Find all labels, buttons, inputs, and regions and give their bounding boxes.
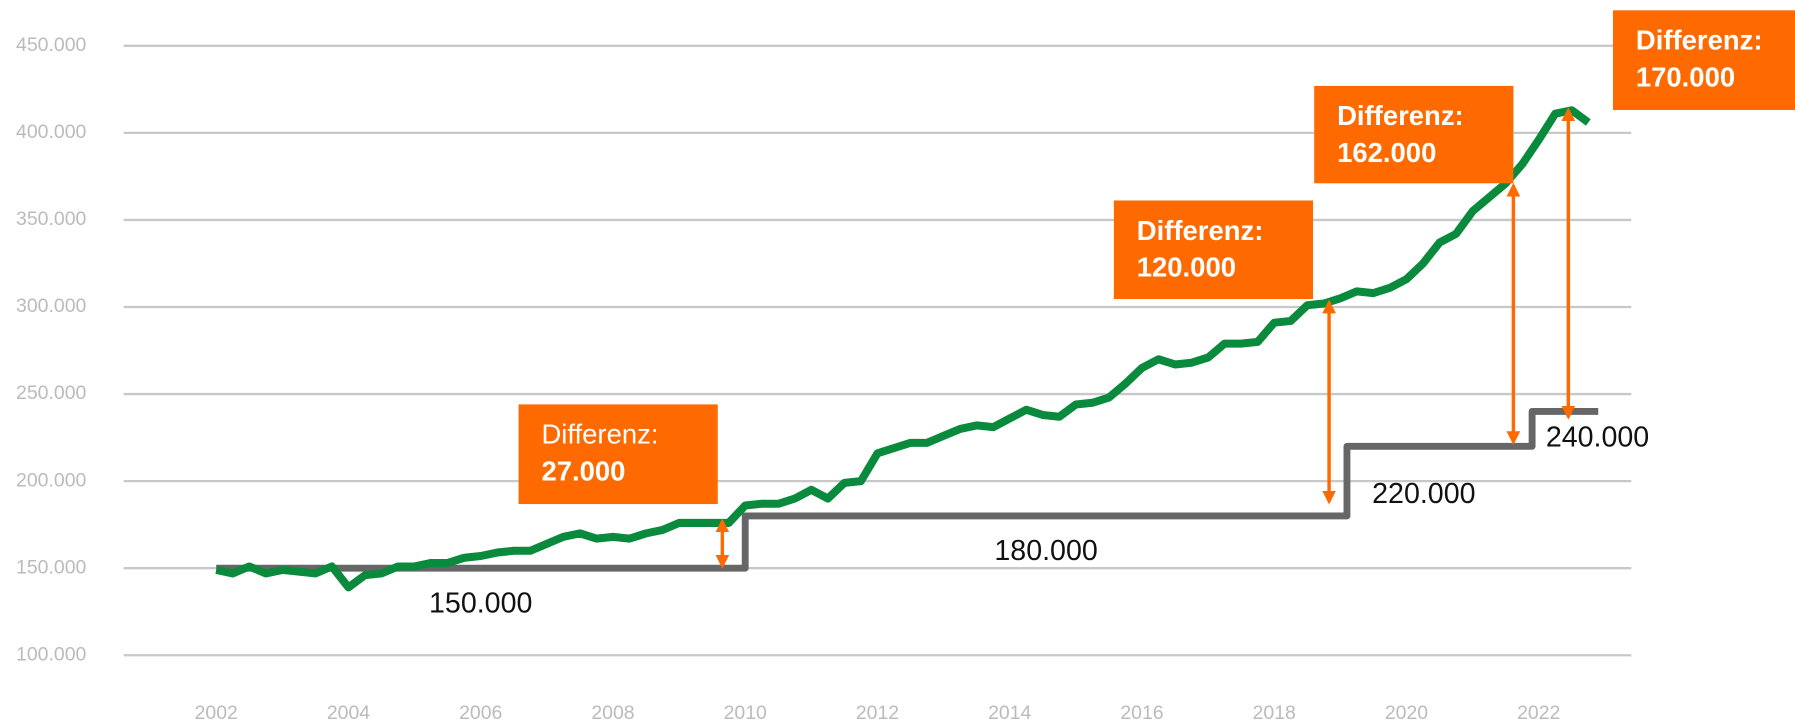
y-tick-label: 250.000 — [16, 382, 86, 404]
annotation-value: 120.000 — [1137, 251, 1236, 282]
x-tick-label: 2012 — [856, 702, 899, 724]
y-tick-label: 450.000 — [16, 34, 86, 56]
x-tick-label: 2004 — [327, 702, 370, 724]
step-label: 240.000 — [1546, 422, 1649, 454]
annotation-title: Differenz: — [1137, 215, 1264, 246]
annotation-box — [1314, 85, 1514, 184]
y-tick-label: 200.000 — [16, 469, 86, 491]
annotation-box — [1612, 10, 1795, 110]
x-tick-label: 2020 — [1385, 702, 1428, 724]
step-label: 150.000 — [429, 587, 532, 619]
annotation-title: Differenz: — [1337, 100, 1464, 131]
y-tick-label: 300.000 — [16, 295, 86, 317]
annotation-title: Differenz: — [1636, 25, 1763, 56]
annotation-box — [518, 404, 718, 505]
x-tick-label: 2022 — [1517, 702, 1560, 724]
x-tick-label: 2018 — [1253, 702, 1296, 724]
annotation-value: 170.000 — [1636, 61, 1735, 92]
step-line — [216, 408, 1599, 572]
x-tick-label: 2008 — [591, 702, 634, 724]
annotation-title: Differenz: — [541, 419, 658, 450]
x-tick-label: 2006 — [459, 702, 502, 724]
y-tick-label: 400.000 — [16, 121, 86, 143]
y-tick-label: 100.000 — [16, 643, 86, 665]
step-label: 180.000 — [994, 535, 1097, 567]
x-tick-label: 2016 — [1120, 702, 1163, 724]
price-line — [215, 106, 1591, 592]
annotation-value: 162.000 — [1337, 137, 1436, 168]
x-tick-label: 2002 — [195, 702, 238, 724]
step-label: 220.000 — [1372, 478, 1475, 510]
y-tick-label: 350.000 — [16, 208, 86, 230]
y-tick-label: 150.000 — [16, 556, 86, 578]
x-tick-label: 2010 — [724, 702, 767, 724]
annotation-value: 27.000 — [541, 455, 625, 486]
arrows — [715, 107, 1576, 569]
annotation-box — [1113, 200, 1314, 299]
x-tick-label: 2014 — [988, 702, 1031, 724]
